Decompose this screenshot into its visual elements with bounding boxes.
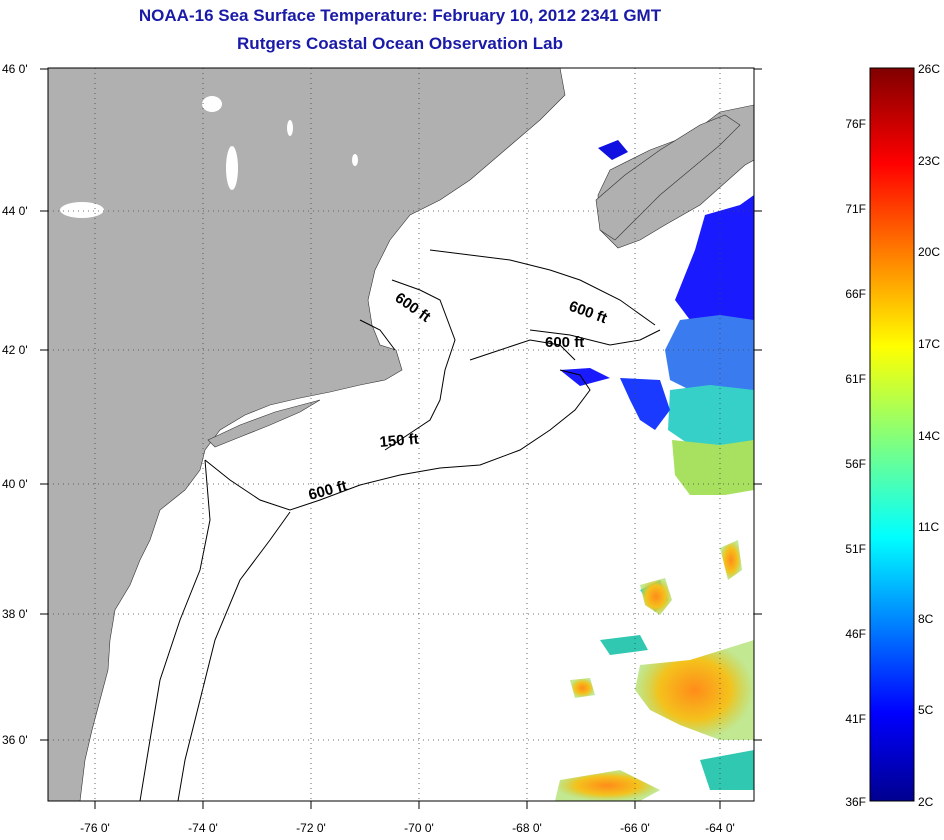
lat-label-38: 38 0' xyxy=(2,607,28,621)
long-island xyxy=(207,399,321,448)
colorbar-f-56: 56F xyxy=(845,457,866,471)
contour-label-600ft-bank: 600 ft xyxy=(545,334,584,351)
sst-data xyxy=(555,140,754,801)
lat-label-44: 44 0' xyxy=(2,204,28,218)
lat-label-40: 40 0' xyxy=(2,477,28,491)
graticule xyxy=(48,68,754,801)
lat-label-46: 46 0' xyxy=(2,62,28,76)
colorbar-c-23: 23C xyxy=(918,154,940,168)
colorbar-c-2: 2C xyxy=(918,795,934,809)
colorbar-f-76: 76F xyxy=(845,117,866,131)
map-subtitle: Rutgers Coastal Ocean Observation Lab xyxy=(237,34,563,53)
lon-label-76: -76 0' xyxy=(80,821,110,835)
colorbar-f-46: 46F xyxy=(845,627,866,641)
colorbar-c-20: 20C xyxy=(918,245,940,259)
map-title: NOAA-16 Sea Surface Temperature: Februar… xyxy=(138,6,662,25)
colorbar-f-36: 36F xyxy=(845,795,866,809)
map-frame xyxy=(47,67,755,802)
contour-label-150ft: 150 ft xyxy=(379,431,420,451)
colorbar-f-71: 71F xyxy=(845,202,866,216)
colorbar-f-66: 66F xyxy=(845,287,866,301)
lon-label-68: -68 0' xyxy=(512,821,542,835)
lon-label-74: -74 0' xyxy=(188,821,218,835)
lat-label-42: 42 0' xyxy=(2,343,28,357)
lon-label-70: -70 0' xyxy=(404,821,434,835)
nova-scotia xyxy=(595,114,741,241)
colorbar-c-26: 26C xyxy=(918,62,940,76)
lon-label-64: -64 0' xyxy=(705,821,735,835)
land-mass-main xyxy=(48,68,566,801)
lat-label-36: 36 0' xyxy=(2,733,28,747)
colorbar-f-61: 61F xyxy=(845,372,866,386)
lon-label-72: -72 0' xyxy=(296,821,326,835)
colorbar xyxy=(869,67,915,802)
colorbar-c-11: 11C xyxy=(918,520,939,534)
colorbar-f-41: 41F xyxy=(845,712,866,726)
bathymetry-contours xyxy=(139,249,661,801)
colorbar-c-14: 14C xyxy=(918,429,940,443)
lon-label-66: -66 0' xyxy=(620,821,650,835)
colorbar-c-5: 5C xyxy=(918,703,934,717)
colorbar-c-17: 17C xyxy=(918,337,940,351)
lakes xyxy=(60,96,358,218)
tick-marks xyxy=(40,68,762,809)
colorbar-f-51: 51F xyxy=(845,542,866,556)
colorbar-c-8: 8C xyxy=(918,612,934,626)
